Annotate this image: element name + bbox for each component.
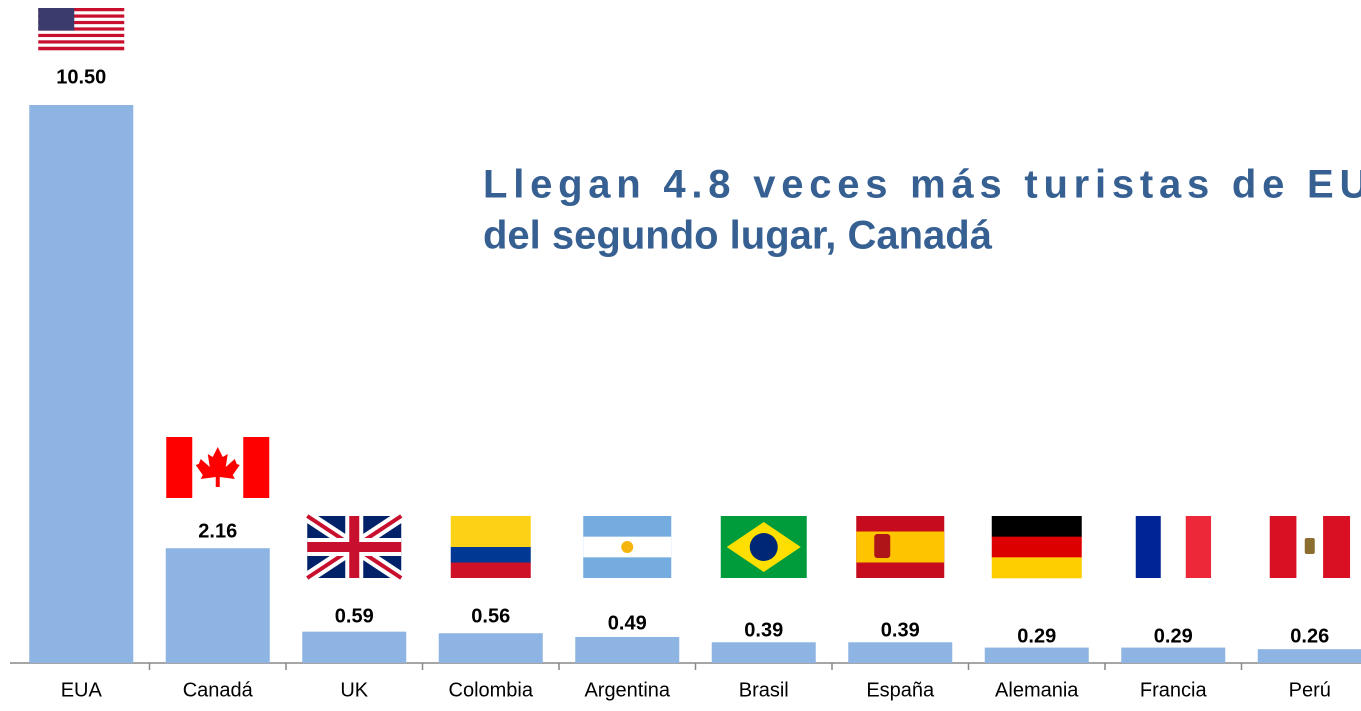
flag-part: [1323, 516, 1351, 578]
flag-part: [38, 17, 125, 22]
flag-part: [243, 437, 270, 498]
x-tick-label: Argentina: [584, 679, 670, 701]
x-tick-label: Perú: [1289, 679, 1331, 701]
flag-part: [1160, 516, 1187, 578]
flag-part: [166, 437, 193, 498]
x-tick-label: España: [866, 679, 935, 701]
chart-title-line: del segundo lugar, Canadá: [483, 214, 993, 258]
chart-title-line: Llegan 4.8 veces más turistas de EUA: [483, 163, 1361, 207]
flag-part: [195, 447, 240, 487]
flag-part: [38, 46, 125, 51]
bar: [1121, 647, 1226, 663]
flag-part: [38, 27, 125, 31]
bar: [848, 642, 953, 663]
x-tick-label: Colombia: [449, 679, 534, 701]
flag-part: [621, 541, 634, 553]
flag: [1269, 516, 1351, 578]
bar: [165, 548, 270, 663]
bar: [575, 636, 680, 663]
x-tick-label: EUA: [61, 679, 103, 701]
data-label: 2.16: [198, 520, 237, 542]
data-label: 0.29: [1017, 625, 1056, 647]
data-label: 0.49: [608, 612, 647, 634]
bar: [984, 647, 1089, 663]
flag-part: [38, 8, 125, 12]
flag: [720, 516, 807, 578]
flag: [1135, 516, 1212, 578]
flag-part: [749, 533, 778, 561]
flag-part: [38, 33, 125, 38]
flag: [38, 8, 125, 51]
flag: [166, 437, 270, 498]
bar: [1257, 649, 1361, 663]
x-tick-label: Alemania: [995, 679, 1079, 701]
flag-part: [38, 8, 75, 31]
flag-part: [38, 30, 125, 35]
bar: [29, 105, 134, 663]
flag-part: [450, 562, 531, 578]
bar: [438, 633, 543, 663]
x-tick-label: Francia: [1140, 679, 1208, 701]
data-label: 0.39: [744, 619, 783, 641]
flag-part: [991, 516, 1082, 537]
flag: [991, 516, 1082, 579]
data-label: 0.39: [881, 619, 920, 641]
data-label: 0.59: [335, 605, 374, 627]
x-tick-label: UK: [340, 679, 368, 701]
data-label: 0.29: [1154, 625, 1193, 647]
flag: [303, 510, 405, 584]
flag: [856, 516, 945, 578]
flag-part: [991, 536, 1082, 558]
flag-part: [874, 534, 891, 558]
flag-part: [38, 37, 125, 41]
x-tick-label: Brasil: [739, 679, 789, 701]
flag-part: [1304, 538, 1315, 554]
data-label: 0.56: [471, 605, 510, 627]
flag-part: [1135, 516, 1162, 578]
x-tick-label: Canadá: [183, 679, 254, 701]
flag-part: [991, 557, 1082, 579]
flag-part: [856, 531, 945, 563]
data-label: 0.26: [1290, 625, 1329, 647]
flag-part: [38, 43, 125, 48]
bar: [302, 631, 407, 663]
flag-part: [307, 516, 402, 578]
flag: [583, 516, 672, 578]
flag-part: [38, 14, 125, 18]
flag-part: [450, 516, 531, 547]
flag-part: [450, 547, 531, 563]
flag-part: [38, 11, 125, 15]
flag-part: [38, 40, 125, 44]
bar: [711, 642, 816, 663]
flag-part: [1185, 516, 1212, 578]
data-label: 10.50: [56, 66, 106, 88]
flag-part: [1269, 516, 1297, 578]
flag-part: [38, 24, 125, 28]
flag-part: [38, 20, 125, 25]
flag: [450, 516, 531, 578]
